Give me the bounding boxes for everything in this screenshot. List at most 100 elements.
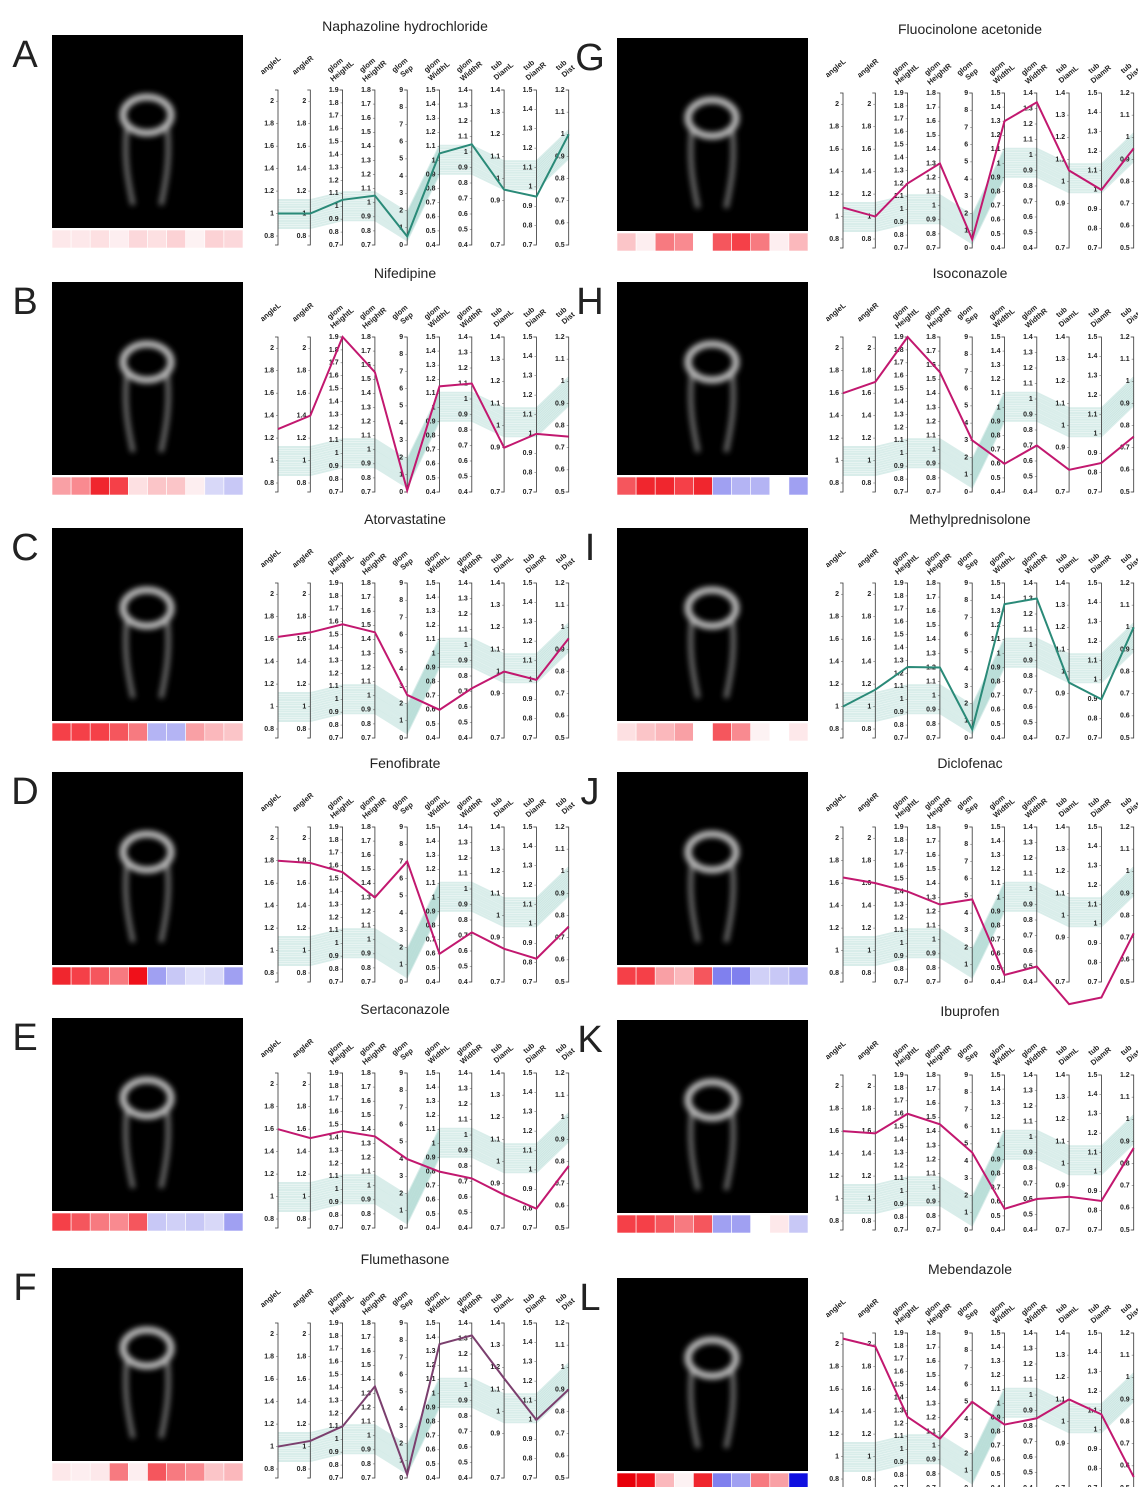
tick-label: 1 <box>900 206 904 213</box>
tick-label: 1.2 <box>1023 611 1033 618</box>
tick-label: 1.2 <box>862 191 872 198</box>
tick-label: 1.4 <box>297 165 307 172</box>
tick-label: 0.9 <box>490 1431 500 1438</box>
panel-title: Isoconazole <box>933 265 1008 281</box>
tick-label: 0.6 <box>991 1457 1001 1464</box>
tick-label: 1.2 <box>361 908 371 915</box>
tick-label: 7 <box>399 858 403 865</box>
tick-label: 0.8 <box>297 1216 307 1223</box>
tick-label: 1.9 <box>329 580 339 587</box>
tick-label: 0.8 <box>991 678 1001 685</box>
tick-label: 4 <box>964 910 968 917</box>
tick-label: 0.7 <box>426 693 436 700</box>
tick-label: 0.8 <box>361 475 371 482</box>
tick-label: 1 <box>561 624 565 631</box>
tick-label: 1.9 <box>894 1330 904 1337</box>
heatmap-cell <box>186 1213 205 1231</box>
heatmap-cell <box>789 1215 808 1233</box>
tick-label: 1.4 <box>894 398 904 405</box>
tick-label: 0.8 <box>297 970 307 977</box>
tick-label: 0.7 <box>894 735 904 742</box>
tick-label: 1 <box>302 703 306 710</box>
tick-label: 0.5 <box>991 231 1001 238</box>
heatmap-cell <box>770 1473 789 1487</box>
axis-bracket <box>1098 1333 1101 1487</box>
tick-label: 0.9 <box>926 707 936 714</box>
tick-label: 4 <box>399 173 403 180</box>
tick-label: 1.8 <box>894 1085 904 1092</box>
tick-label: 1.1 <box>329 927 339 934</box>
tick-label: 0.8 <box>1023 673 1033 680</box>
tick-label: 0.8 <box>894 1472 904 1479</box>
tick-label: 1.4 <box>361 636 371 643</box>
tick-label: 1.7 <box>894 116 904 123</box>
tick-label: 1.4 <box>329 1134 339 1141</box>
tick-label: 1.8 <box>361 87 371 94</box>
heatmap-cell <box>732 723 751 741</box>
tick-label: 1.5 <box>991 1072 1001 1079</box>
tick-label: 0.8 <box>829 1218 839 1225</box>
embryo-image <box>617 528 808 721</box>
tick-label: 1.3 <box>894 167 904 174</box>
tick-label: 1.7 <box>329 1096 339 1103</box>
tick-label: 1.7 <box>926 104 936 111</box>
tick-label: 0.9 <box>1055 691 1065 698</box>
panel-title: Sertaconazole <box>360 1001 450 1017</box>
tick-label: 1.3 <box>1023 1345 1033 1352</box>
heatmap-cell <box>636 967 655 985</box>
tick-label: 1.1 <box>490 1386 500 1393</box>
tick-label: 1.3 <box>1055 602 1065 609</box>
tick-label: 0.8 <box>1120 668 1130 675</box>
tick-label: 1.6 <box>361 1098 371 1105</box>
heatmap-cell <box>770 1215 789 1233</box>
tick-label: 1.1 <box>361 185 371 192</box>
tick-label: 1.4 <box>1023 824 1033 831</box>
heatmap-cell <box>167 1213 186 1231</box>
tick-label: 1 <box>1126 1116 1130 1123</box>
tick-label: 1.3 <box>361 1140 371 1147</box>
heatmap-cell <box>71 723 90 741</box>
tick-label: 1.6 <box>329 619 339 626</box>
tick-label: 1.1 <box>926 1170 936 1177</box>
axis-bracket <box>1131 827 1134 982</box>
tick-label: 0.7 <box>361 1475 371 1482</box>
tick-label: 0.9 <box>523 940 533 947</box>
tick-label: 8 <box>399 104 403 111</box>
tick-label: 0.6 <box>1120 467 1130 474</box>
tick-label: 1.4 <box>1055 1330 1065 1337</box>
tick-label: 0.8 <box>361 1461 371 1468</box>
tick-label: 0.8 <box>264 233 274 240</box>
tick-label: 2 <box>302 345 306 352</box>
tick-label: 1.1 <box>490 153 500 160</box>
tick-label: 0.7 <box>361 242 371 249</box>
embryo-image <box>617 772 808 965</box>
tick-label: 1.2 <box>426 622 436 629</box>
tick-label: 1 <box>1029 886 1033 893</box>
tick-label: 0.9 <box>523 450 533 457</box>
tick-label: 1.1 <box>555 1342 565 1349</box>
tick-label: 1 <box>1126 868 1130 875</box>
heatmap-cell <box>770 723 789 741</box>
tick-label: 1.2 <box>1055 868 1065 875</box>
tick-label: 1 <box>1093 431 1097 438</box>
axis-bracket <box>566 337 569 492</box>
tick-label: 1.2 <box>555 1070 565 1077</box>
tick-label: 1.1 <box>329 683 339 690</box>
tick-label: 1 <box>1093 677 1097 684</box>
heatmap-cell <box>770 967 789 985</box>
tick-label: 0.7 <box>1055 245 1065 252</box>
tick-label: 1.3 <box>523 863 533 870</box>
axis-label: angleL <box>258 54 283 77</box>
tick-label: 0.8 <box>361 965 371 972</box>
tick-label: 1.4 <box>490 1070 500 1077</box>
tick-label: 1.2 <box>458 611 468 618</box>
tick-label: 1.1 <box>361 922 371 929</box>
tick-label: 2 <box>964 210 968 217</box>
tick-label: 2 <box>964 1450 968 1457</box>
tick-label: 3 <box>964 193 968 200</box>
heatmap-cell <box>71 230 90 248</box>
tick-label: 0.8 <box>894 722 904 729</box>
tick-label: 1.5 <box>361 866 371 873</box>
axis-label: angleL <box>258 791 283 814</box>
tick-label: 1.3 <box>361 157 371 164</box>
